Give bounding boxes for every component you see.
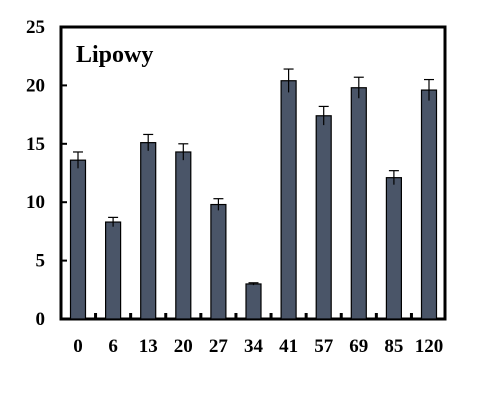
x-tick-label: 41: [279, 336, 298, 357]
x-tick-label: 0: [73, 336, 83, 357]
bar: [385, 177, 402, 320]
y-tick-label: 20: [26, 75, 45, 96]
x-tick-label: 27: [209, 336, 229, 357]
bar: [210, 203, 227, 320]
y-tick-label: 10: [26, 192, 45, 213]
y-tick-label: 0: [36, 309, 46, 330]
x-axis: 0 6 13 20 27 34 41 57 69 85 120: [73, 313, 443, 357]
chart-title: Lipowy: [76, 42, 153, 68]
x-tick-label: 13: [139, 336, 158, 357]
bar: [420, 89, 438, 320]
x-tick-label: 85: [384, 336, 403, 357]
x-tick-label: 34: [244, 336, 264, 357]
bars-group: [69, 68, 438, 320]
bar: [69, 159, 87, 320]
y-axis: 0 5 10 15 20 25: [26, 17, 67, 330]
bar: [104, 221, 122, 320]
bar: [280, 80, 297, 320]
y-tick-label: 15: [26, 134, 45, 155]
bar: [140, 142, 157, 320]
x-tick-label: 120: [415, 336, 444, 357]
y-tick-label: 5: [36, 251, 46, 272]
bar: [175, 151, 192, 320]
y-tick-label: 25: [26, 17, 45, 38]
bar: [245, 283, 262, 320]
x-tick-label: 57: [314, 336, 334, 357]
x-tick-label: 69: [349, 336, 368, 357]
x-tick-label: 6: [108, 336, 118, 357]
bar: [315, 115, 332, 320]
bar: [350, 87, 367, 320]
x-tick-label: 20: [174, 336, 193, 357]
